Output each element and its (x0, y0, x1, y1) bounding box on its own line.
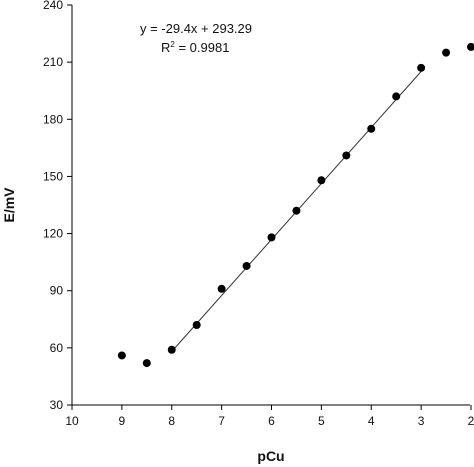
y-tick-label: 210 (43, 55, 63, 69)
data-point (267, 233, 276, 242)
x-tick-label: 10 (65, 414, 79, 428)
x-tick-label: 7 (218, 414, 225, 428)
y-axis-ticks: 30 60 90 120 150 180 210 240 (43, 0, 72, 412)
data-point (217, 284, 226, 293)
data-point (142, 359, 151, 368)
data-point (367, 124, 376, 133)
x-tick-label: 6 (268, 414, 275, 428)
x-axis-ticks: 10 9 8 7 6 5 4 3 2 (65, 405, 474, 428)
data-point (392, 92, 401, 101)
data-point (442, 48, 451, 57)
y-tick-label: 60 (50, 341, 64, 355)
x-axis-title: pCu (257, 448, 284, 464)
y-tick-label: 180 (43, 112, 63, 126)
data-point (167, 345, 176, 354)
x-tick-label: 5 (318, 414, 325, 428)
r-squared-superscript: 2 (170, 40, 175, 49)
data-point (292, 206, 301, 215)
x-tick-label: 8 (168, 414, 175, 428)
y-tick-label: 240 (43, 0, 63, 12)
x-tick-label: 9 (119, 414, 126, 428)
x-tick-label: 3 (418, 414, 425, 428)
x-tick-label: 4 (368, 414, 375, 428)
data-point (417, 63, 426, 72)
data-points (117, 42, 474, 368)
r-squared-letter: R (161, 40, 170, 55)
r-squared-value: = 0.9981 (175, 40, 230, 55)
data-point (117, 351, 126, 360)
y-axis-title: E/mV (1, 187, 17, 223)
data-point (342, 151, 351, 160)
data-point (192, 321, 201, 329)
plot-area: 30 60 90 120 150 180 210 240 10 9 8 7 6 5 4 3 2 (43, 0, 474, 428)
data-point (467, 42, 474, 51)
data-point (317, 176, 326, 185)
data-point (242, 261, 251, 270)
trendline-equation: y = -29.4x + 293.29 (140, 21, 252, 36)
y-tick-label: 120 (43, 227, 63, 241)
x-tick-label: 2 (468, 414, 474, 428)
r-squared-label: R2 = 0.9981 (161, 40, 229, 55)
y-tick-label: 90 (50, 284, 64, 298)
y-tick-label: 150 (43, 169, 63, 183)
y-tick-label: 30 (50, 398, 64, 412)
